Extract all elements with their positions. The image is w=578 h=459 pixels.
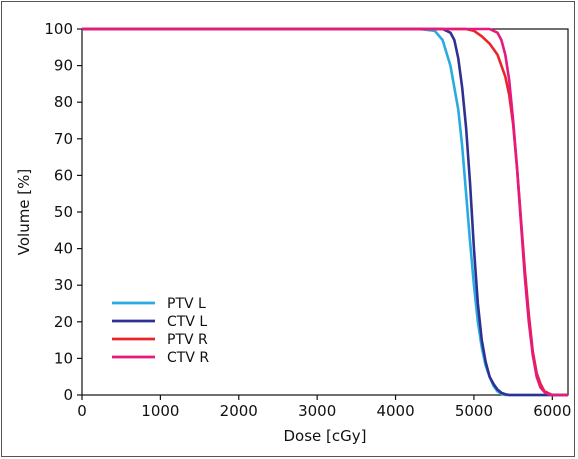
- x-tick-label: 5000: [455, 402, 493, 420]
- x-tick-label: 1000: [141, 402, 179, 420]
- x-tick-label: 6000: [533, 402, 571, 420]
- series-line-ctv-l: [82, 27, 568, 397]
- y-tick-label: 30: [54, 276, 73, 294]
- y-axis: 0 10 20 30 40 50 60 70 80 90 100: [44, 20, 82, 404]
- y-tick-label: 10: [54, 349, 73, 367]
- x-axis: 0 1000 2000 3000 4000 5000 6000: [77, 395, 571, 420]
- legend-label: CTV L: [167, 314, 207, 330]
- y-tick-label: 70: [54, 130, 73, 148]
- y-axis-title: Volume [%]: [15, 169, 33, 256]
- series-layer: [82, 27, 568, 397]
- legend-label: PTV L: [167, 296, 206, 312]
- x-axis-title: Dose [cGy]: [284, 427, 367, 445]
- x-tick-label: 3000: [298, 402, 336, 420]
- x-tick-label: 4000: [376, 402, 414, 420]
- y-tick-label: 90: [54, 57, 73, 75]
- y-tick-label: 0: [63, 386, 73, 404]
- legend: PTV L CTV L PTV R CTV R: [112, 296, 209, 366]
- y-tick-label: 20: [54, 313, 73, 331]
- y-tick-label: 60: [54, 166, 73, 184]
- x-tick-label: 2000: [220, 402, 258, 420]
- series-line-ctv-r: [82, 27, 568, 397]
- legend-label: CTV R: [167, 350, 209, 366]
- x-tick-label: 0: [77, 402, 87, 420]
- y-tick-label: 80: [54, 93, 73, 111]
- y-tick-label: 40: [54, 240, 73, 258]
- y-tick-label: 50: [54, 203, 73, 221]
- y-tick-label: 100: [44, 20, 73, 38]
- legend-label: PTV R: [167, 332, 208, 348]
